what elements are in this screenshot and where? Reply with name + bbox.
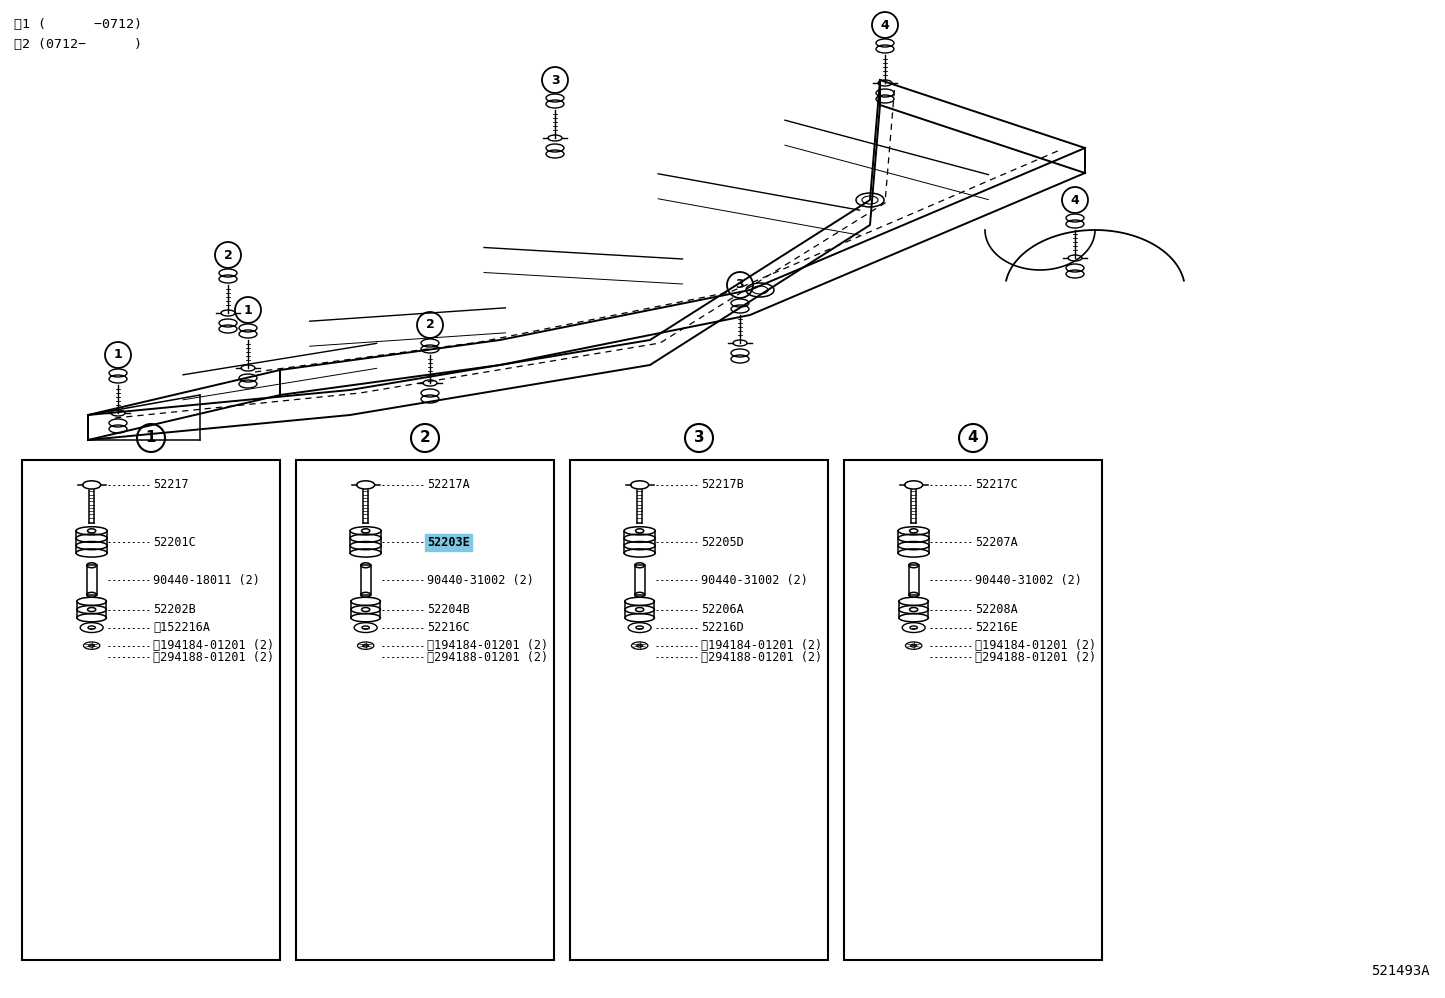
Bar: [844, 460, 1103, 960]
Text: 52201C: 52201C: [153, 536, 195, 549]
Text: ※194184-01201 (2): ※194184-01201 (2): [428, 639, 548, 652]
Text: 52205D: 52205D: [701, 536, 744, 549]
Text: ※194184-01201 (2): ※194184-01201 (2): [701, 639, 822, 652]
Text: 2: 2: [224, 249, 233, 261]
Text: 1: 1: [114, 348, 123, 361]
Text: 4: 4: [1071, 194, 1079, 207]
Bar: [909, 565, 919, 595]
Text: ※2 (0712−      ): ※2 (0712− ): [14, 38, 142, 51]
Text: 52204B: 52204B: [428, 603, 470, 616]
Text: ※294188-01201 (2): ※294188-01201 (2): [975, 651, 1097, 664]
Text: 90440-31002 (2): 90440-31002 (2): [701, 574, 808, 587]
Text: 52217: 52217: [153, 478, 189, 491]
Bar: [634, 565, 644, 595]
Text: 90440-31002 (2): 90440-31002 (2): [428, 574, 533, 587]
Text: 52216D: 52216D: [701, 621, 744, 634]
Text: ※1 (      −0712): ※1 ( −0712): [14, 18, 142, 31]
Text: 52216C: 52216C: [428, 621, 470, 634]
Bar: [22, 460, 280, 960]
Text: 521493A: 521493A: [1371, 964, 1431, 978]
Text: 90440-18011 (2): 90440-18011 (2): [153, 574, 260, 587]
Text: 52217C: 52217C: [975, 478, 1017, 491]
Text: 1: 1: [244, 303, 253, 316]
Text: 2: 2: [426, 318, 435, 331]
Text: 52208A: 52208A: [975, 603, 1017, 616]
Bar: [87, 565, 97, 595]
Text: ※152216A: ※152216A: [153, 621, 210, 634]
Text: ※294188-01201 (2): ※294188-01201 (2): [428, 651, 548, 664]
Text: 52203E: 52203E: [428, 536, 470, 549]
Text: 3: 3: [551, 74, 559, 87]
Bar: [296, 460, 553, 960]
Text: 52207A: 52207A: [975, 536, 1017, 549]
Text: ※194184-01201 (2): ※194184-01201 (2): [975, 639, 1097, 652]
Text: 2: 2: [419, 430, 431, 445]
Text: 3: 3: [694, 430, 704, 445]
Text: 90440-31002 (2): 90440-31002 (2): [975, 574, 1082, 587]
Text: ※294188-01201 (2): ※294188-01201 (2): [701, 651, 822, 664]
Text: 52217B: 52217B: [701, 478, 744, 491]
Text: 4: 4: [968, 430, 978, 445]
Text: 52202B: 52202B: [153, 603, 195, 616]
Bar: [361, 565, 370, 595]
Text: 3: 3: [736, 278, 744, 291]
Text: 52206A: 52206A: [701, 603, 744, 616]
Bar: [569, 460, 828, 960]
Text: 52216E: 52216E: [975, 621, 1017, 634]
Text: 52217A: 52217A: [428, 478, 470, 491]
Text: 1: 1: [146, 430, 156, 445]
Text: 4: 4: [880, 19, 889, 32]
Text: ※194184-01201 (2): ※194184-01201 (2): [153, 639, 275, 652]
Text: ※294188-01201 (2): ※294188-01201 (2): [153, 651, 275, 664]
